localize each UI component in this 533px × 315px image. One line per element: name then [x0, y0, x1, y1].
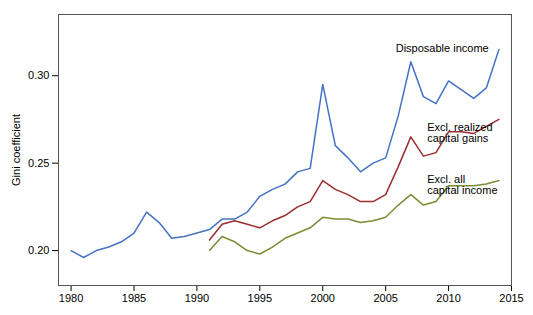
svg-text:2010: 2010	[436, 292, 460, 304]
svg-text:0.20: 0.20	[28, 244, 49, 256]
svg-text:0.30: 0.30	[28, 69, 49, 81]
svg-text:1995: 1995	[248, 292, 272, 304]
svg-text:1985: 1985	[122, 292, 146, 304]
svg-text:Disposable income: Disposable income	[396, 42, 489, 54]
svg-text:2005: 2005	[373, 292, 397, 304]
svg-text:2000: 2000	[311, 292, 335, 304]
svg-text:Excl. realizedcapital gains: Excl. realizedcapital gains	[427, 121, 492, 144]
svg-text:Gini coefficient: Gini coefficient	[10, 114, 22, 186]
svg-text:1990: 1990	[185, 292, 209, 304]
svg-text:Excl. allcapital income: Excl. allcapital income	[427, 173, 497, 196]
svg-text:2015: 2015	[499, 292, 523, 304]
svg-text:0.25: 0.25	[28, 157, 49, 169]
svg-text:1980: 1980	[59, 292, 83, 304]
